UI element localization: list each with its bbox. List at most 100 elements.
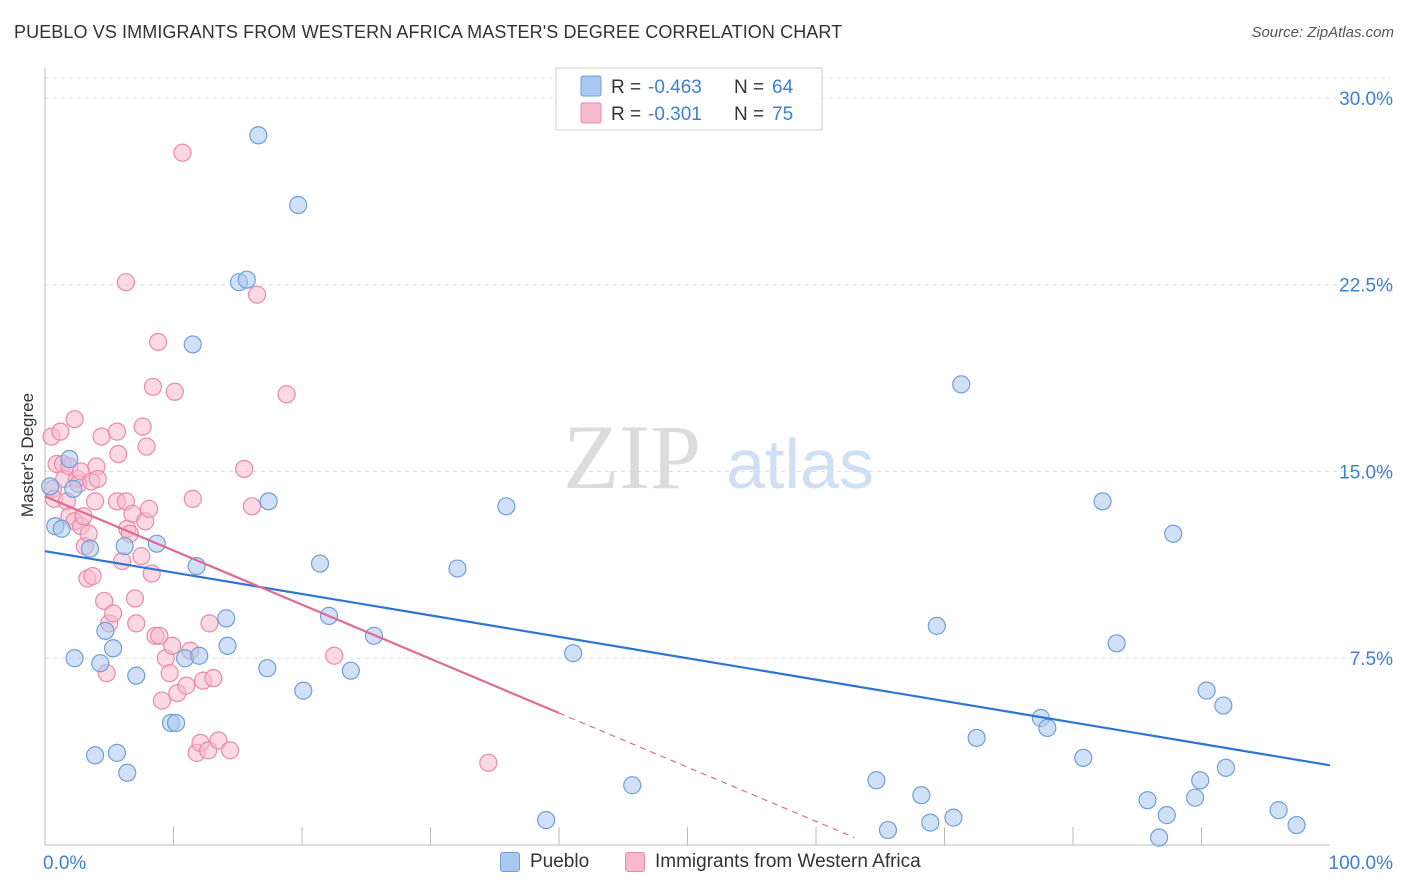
- point-pueblo: [217, 609, 236, 628]
- point-immigrants: [92, 427, 111, 446]
- point-immigrants: [163, 636, 182, 655]
- point-immigrants: [242, 497, 261, 516]
- point-immigrants: [277, 385, 296, 404]
- point-pueblo: [448, 559, 467, 578]
- source-label: Source: ZipAtlas.com: [1251, 24, 1394, 41]
- stats-n-value-pueblo: 64: [772, 77, 794, 98]
- point-immigrants: [65, 410, 84, 429]
- y-tick-label: 30.0%: [1339, 89, 1393, 110]
- point-immigrants: [88, 469, 107, 489]
- point-pueblo: [86, 746, 105, 765]
- point-immigrants: [104, 604, 123, 623]
- point-pueblo: [52, 519, 71, 538]
- trend-line-immigrants: [44, 495, 560, 715]
- point-pueblo: [64, 479, 83, 498]
- point-immigrants: [86, 492, 105, 511]
- point-pueblo: [104, 639, 123, 658]
- point-immigrants: [220, 741, 240, 760]
- trend-lines: [44, 495, 1331, 839]
- point-pueblo: [91, 654, 110, 673]
- stats-swatch-pueblo: [580, 75, 602, 97]
- stats-legend: R = -0.463 N = 64 R = -0.301 N = 75: [555, 67, 823, 131]
- point-immigrants: [125, 589, 145, 608]
- point-immigrants: [139, 499, 159, 518]
- watermark-zip: ZIP: [563, 406, 701, 508]
- legend-swatch-pueblo: [500, 852, 520, 872]
- point-immigrants: [165, 382, 184, 401]
- point-pueblo: [1093, 492, 1112, 511]
- point-immigrants: [479, 753, 498, 772]
- point-immigrants: [133, 417, 152, 436]
- point-pueblo: [867, 771, 886, 790]
- point-immigrants: [51, 422, 70, 441]
- point-immigrants: [152, 691, 172, 710]
- point-immigrants: [109, 444, 128, 464]
- point-immigrants: [177, 676, 196, 695]
- point-pueblo: [1216, 758, 1236, 777]
- stats-r-value-pueblo: -0.463: [648, 77, 702, 98]
- point-pueblo: [912, 786, 931, 805]
- stats-n-value-immigrants: 75: [772, 104, 793, 125]
- point-immigrants: [116, 273, 136, 292]
- x-tick-label-min: 0.0%: [43, 853, 86, 874]
- point-immigrants: [209, 731, 228, 750]
- chart-title: PUEBLO VS IMMIGRANTS FROM WESTERN AFRICA…: [14, 22, 843, 42]
- watermark: ZIP atlas: [563, 406, 874, 508]
- axes: [44, 68, 1330, 846]
- stats-r-label-pueblo: R =: [611, 77, 641, 98]
- point-pueblo: [258, 659, 277, 678]
- tick-labels: 7.5% 15.0% 22.5% 30.0% 0.0% 100.0%: [43, 89, 1393, 874]
- point-pueblo: [1157, 806, 1176, 825]
- point-pueblo: [118, 763, 137, 782]
- point-immigrants: [183, 489, 202, 508]
- point-pueblo: [497, 497, 516, 516]
- grid-lines: [45, 77, 1390, 659]
- legend-label-immigrants: Immigrants from Western Africa: [655, 851, 921, 872]
- point-pueblo: [60, 449, 79, 469]
- point-pueblo: [1197, 681, 1216, 700]
- point-pueblo: [927, 616, 946, 635]
- point-pueblo: [1269, 801, 1288, 820]
- point-pueblo: [1149, 828, 1169, 847]
- point-pueblo: [341, 661, 360, 680]
- point-pueblo: [65, 649, 84, 668]
- point-immigrants: [107, 422, 127, 441]
- point-pueblo: [289, 195, 308, 215]
- point-immigrants: [127, 614, 146, 633]
- watermark-atlas: atlas: [726, 425, 874, 503]
- point-pueblo: [921, 813, 940, 832]
- point-immigrants: [235, 459, 254, 479]
- point-pueblo: [1138, 791, 1157, 810]
- point-pueblo: [310, 554, 330, 573]
- point-pueblo: [1074, 748, 1093, 767]
- trend-line-immigrants-extension: [558, 712, 855, 839]
- y-tick-label: 7.5%: [1350, 649, 1393, 670]
- bottom-legend: Pueblo Immigrants from Western Africa: [0, 851, 1406, 879]
- point-pueblo: [237, 270, 256, 289]
- point-immigrants: [112, 552, 132, 571]
- y-tick-label: 15.0%: [1339, 462, 1393, 483]
- point-pueblo: [183, 335, 202, 354]
- point-pueblo: [190, 646, 209, 665]
- y-tick-label: 22.5%: [1339, 276, 1393, 297]
- point-pueblo: [537, 810, 556, 830]
- point-pueblo: [623, 776, 642, 795]
- point-pueblo: [944, 808, 963, 827]
- point-immigrants: [325, 646, 344, 665]
- point-pueblo: [166, 713, 186, 733]
- point-pueblo: [127, 666, 146, 685]
- point-immigrants: [247, 285, 267, 304]
- point-pueblo: [1164, 524, 1183, 543]
- legend-swatch-immigrants: [625, 852, 645, 872]
- legend-item-pueblo: Pueblo: [500, 851, 589, 873]
- y-axis-label: Master's Degree: [18, 393, 37, 517]
- point-pueblo: [1185, 788, 1205, 807]
- point-immigrants: [150, 626, 169, 645]
- stats-r-label-immigrants: R =: [611, 104, 641, 125]
- point-immigrants: [143, 377, 163, 396]
- point-immigrants: [95, 591, 114, 611]
- point-pueblo: [1038, 718, 1057, 738]
- legend-item-immigrants: Immigrants from Western Africa: [625, 851, 921, 873]
- point-pueblo: [80, 539, 100, 558]
